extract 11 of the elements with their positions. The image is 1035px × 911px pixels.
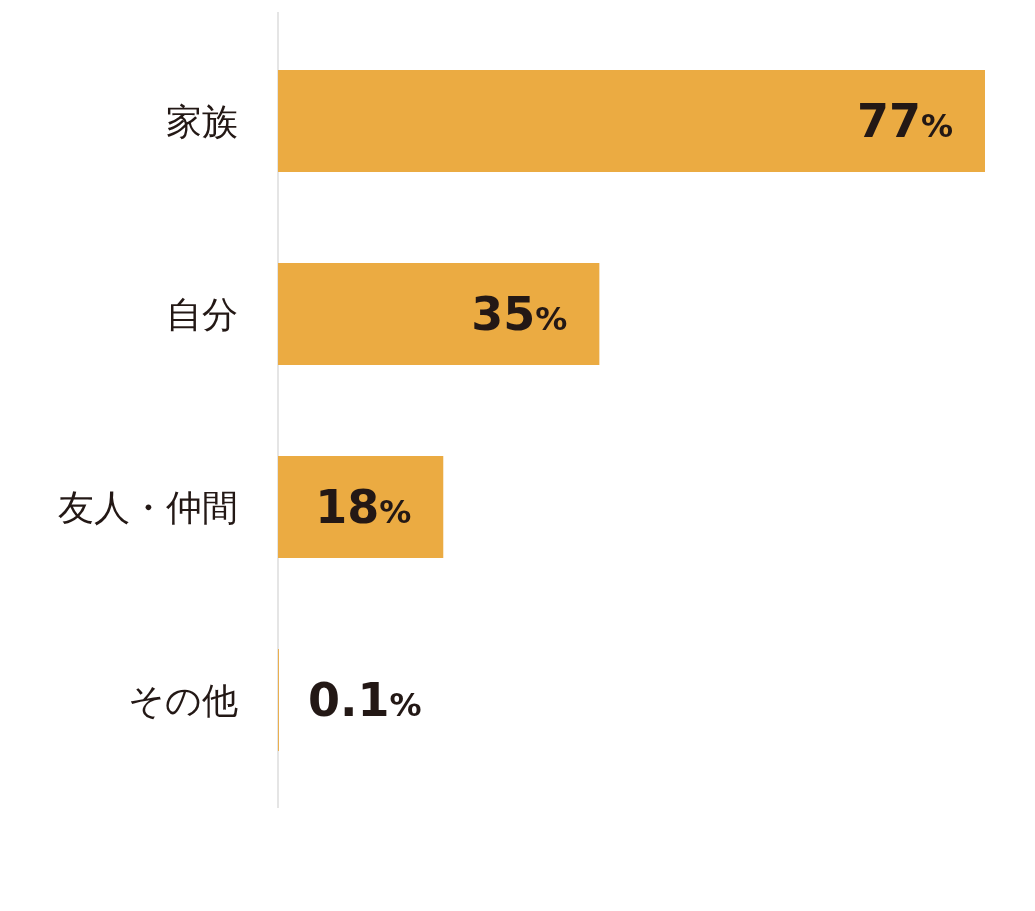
data-label: 77% [856,94,953,148]
data-label: 0.1% [308,673,422,727]
y-tick-label: 友人・仲間 [58,486,238,528]
data-label: 18% [315,480,412,534]
data-label: 35% [471,287,568,341]
y-tick-label: その他 [128,679,238,721]
bar [278,456,444,558]
y-tick-label: 自分 [166,293,238,335]
y-tick-label: 家族 [166,100,238,142]
bar [278,263,600,365]
bar [278,70,985,172]
